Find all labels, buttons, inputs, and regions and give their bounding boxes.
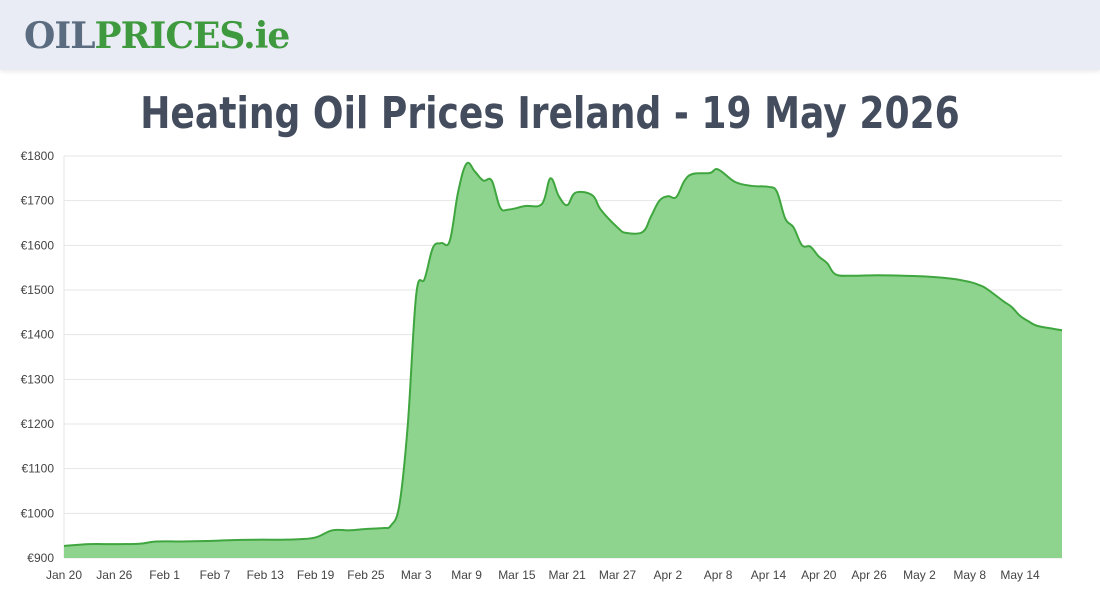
x-tick-label: Mar 3: [401, 568, 432, 582]
x-tick-label: Mar 21: [549, 568, 587, 582]
site-header: OILPRICES.ie: [0, 0, 1100, 70]
x-tick-label: Apr 26: [851, 568, 887, 582]
x-tick-label: Feb 13: [247, 568, 285, 582]
x-tick-label: Feb 7: [200, 568, 231, 582]
y-tick-label: €1100: [22, 462, 55, 476]
y-tick-label: €1300: [21, 372, 55, 386]
x-tick-label: May 14: [1000, 568, 1040, 582]
x-tick-label: Apr 2: [653, 568, 682, 582]
price-area-fill: [64, 162, 1062, 558]
x-tick-label: Apr 8: [704, 568, 733, 582]
y-tick-label: €1400: [21, 328, 55, 342]
x-tick-label: Feb 1: [149, 568, 180, 582]
chart-area: [63, 161, 1063, 558]
logo-prices-text: PRICES: [94, 15, 245, 57]
page-title: Heating Oil Prices Ireland - 19 May 2026: [140, 88, 960, 139]
y-tick-label: €1700: [21, 194, 55, 208]
x-tick-label: Apr 20: [801, 568, 837, 582]
y-tick-label: €1800: [21, 149, 55, 163]
x-tick-label: Mar 15: [498, 568, 536, 582]
x-tick-label: May 2: [903, 568, 936, 582]
price-series-line[interactable]: [63, 161, 1063, 547]
x-tick-label: Apr 14: [751, 568, 787, 582]
x-tick-label: Feb 19: [297, 568, 335, 582]
logo-oil-text: OIL: [24, 15, 96, 57]
y-axis-ticks: €900 €1000 €1100 €1200 €1300 €1400 €1500 €1600 €…: [21, 149, 55, 565]
y-tick-label: €1200: [21, 417, 55, 431]
y-tick-label: €900: [27, 551, 54, 565]
x-tick-label: May 8: [953, 568, 986, 582]
x-axis-ticks: Jan 20 Jan 26 Feb 1 Feb 7 Feb 13 Feb 19 Feb 25…: [46, 568, 1040, 582]
logo-ie-text: .ie: [243, 15, 290, 57]
y-tick-label: €1000: [21, 506, 55, 520]
y-tick-label: €1600: [21, 238, 55, 252]
x-tick-label: Jan 20: [46, 568, 82, 582]
site-logo[interactable]: OILPRICES.ie: [24, 14, 290, 58]
x-tick-label: Jan 26: [96, 568, 132, 582]
x-tick-label: Mar 27: [599, 568, 637, 582]
x-tick-label: Feb 25: [347, 568, 385, 582]
y-tick-label: €1500: [21, 283, 55, 297]
x-tick-label: Mar 9: [451, 568, 482, 582]
